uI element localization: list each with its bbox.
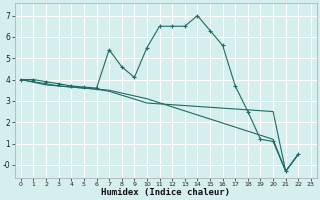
X-axis label: Humidex (Indice chaleur): Humidex (Indice chaleur) [101,188,230,197]
